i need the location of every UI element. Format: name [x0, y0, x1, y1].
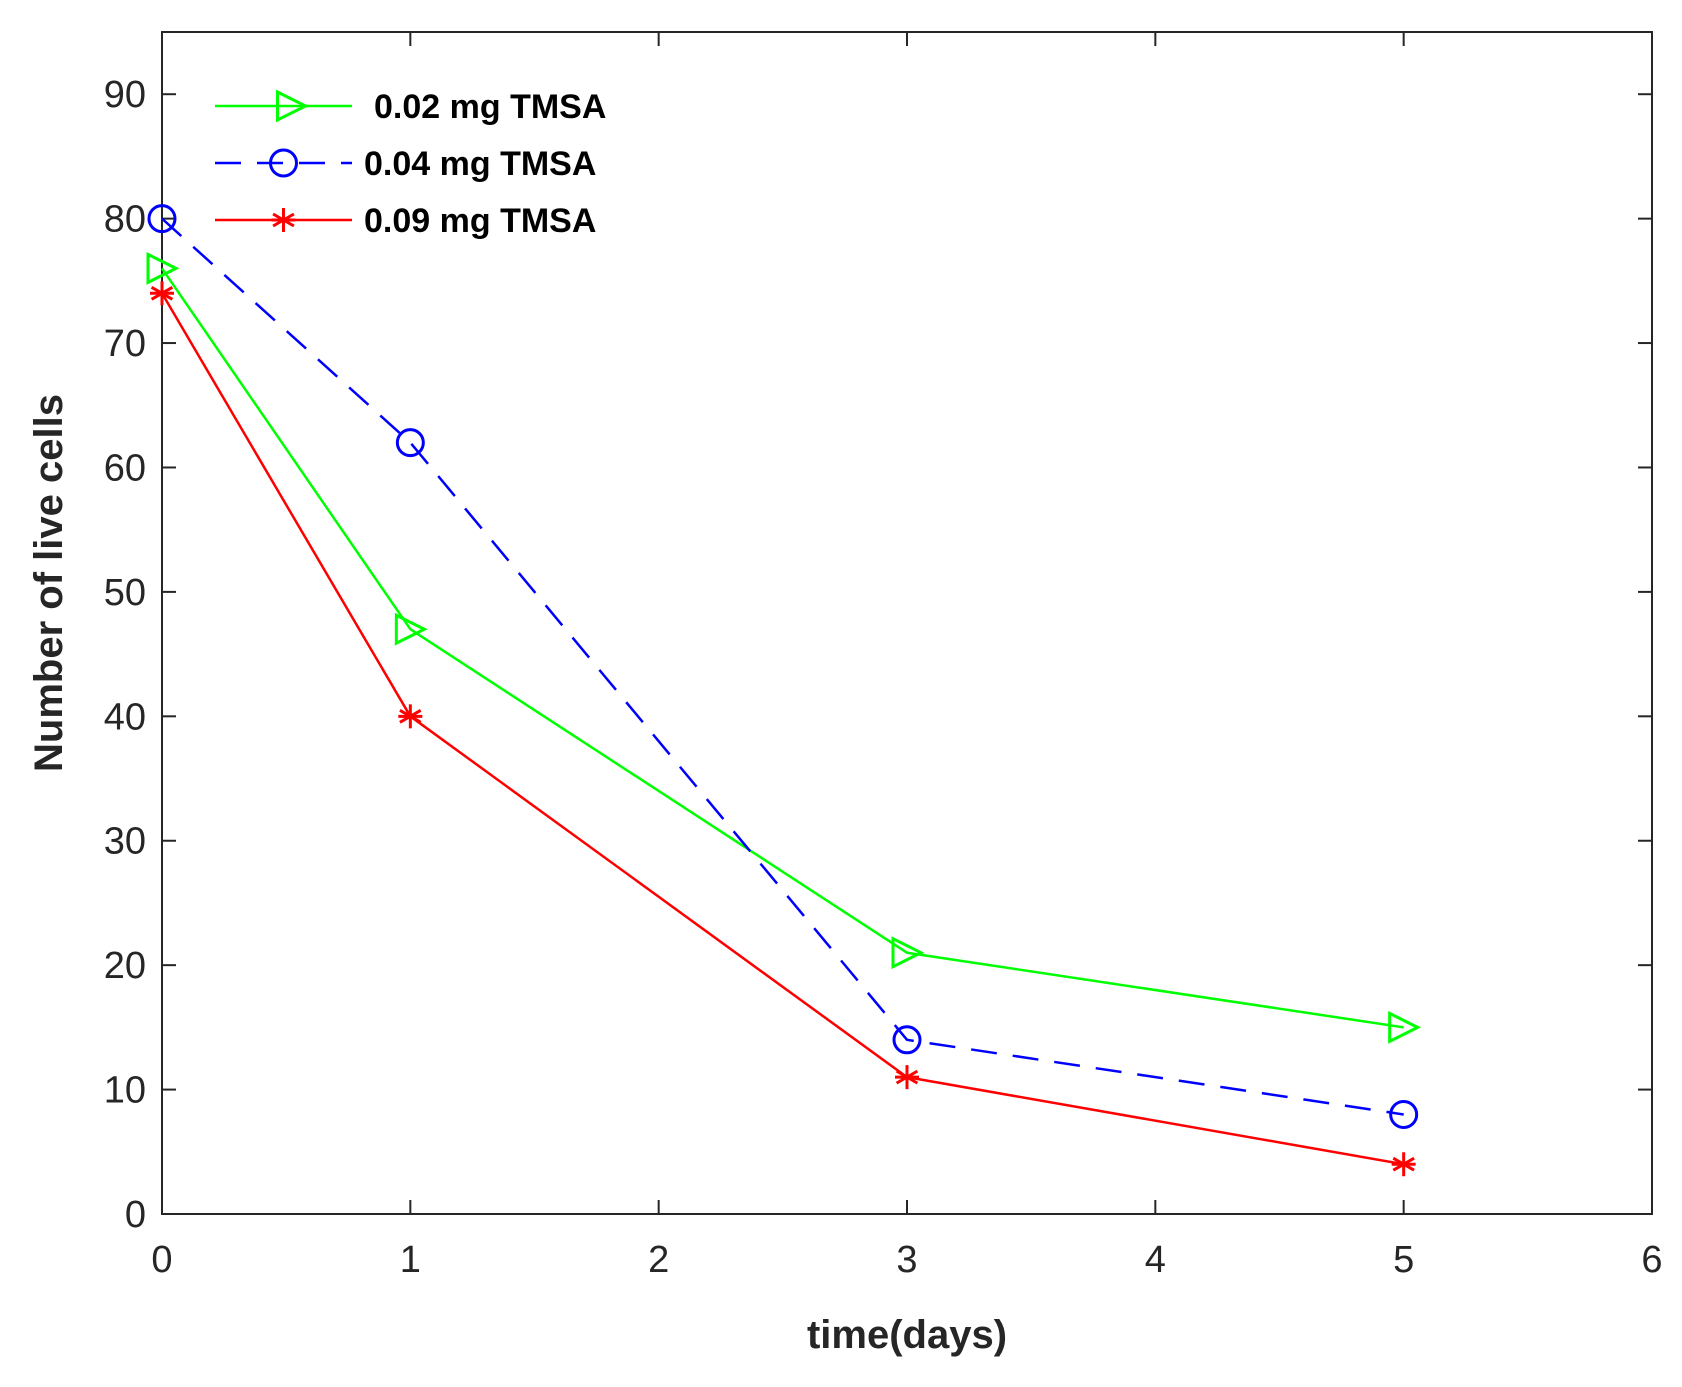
- y-tick-label: 70: [104, 323, 146, 365]
- marker-shape: [395, 428, 425, 458]
- data-point: [146, 251, 180, 285]
- marker-shape: [394, 612, 428, 646]
- x-tick-label: 0: [151, 1239, 172, 1281]
- data-point: [150, 281, 174, 306]
- legend-label: 0.09 mg TMSA: [364, 202, 596, 240]
- marker-shape: [1388, 1010, 1422, 1044]
- y-tick-label: 50: [104, 572, 146, 614]
- y-axis-title: Number of live cells: [27, 394, 71, 772]
- data-point: [398, 704, 423, 729]
- data-point: [147, 204, 177, 234]
- x-tick-label: 2: [648, 1239, 669, 1281]
- x-tick-label: 4: [1145, 1239, 1166, 1281]
- series-line: [160, 267, 1404, 1029]
- x-axis-title: time(days): [807, 1313, 1007, 1357]
- series-3: [150, 281, 1416, 1177]
- legend-label: 0.04 mg TMSA: [364, 145, 596, 183]
- marker-shape: [891, 936, 925, 970]
- marker-shape: [269, 148, 298, 178]
- legend: 0.02 mg TMSA 0.04 mg TMSA 0.09 mg TMSA: [215, 88, 606, 240]
- marker-shape: [147, 204, 177, 234]
- y-tick-label: 20: [104, 945, 146, 987]
- legend-marker: [271, 208, 296, 232]
- series-1: [146, 251, 1422, 1044]
- legend-marker: [269, 148, 298, 178]
- series-line: [160, 292, 1404, 1166]
- series-line: [161, 217, 1404, 1116]
- y-tick-label: 40: [104, 696, 146, 738]
- y-tick-label: 30: [104, 821, 146, 863]
- marker-shape: [1389, 1099, 1419, 1129]
- x-tick-label: 6: [1641, 1239, 1662, 1281]
- legend-label: 0.02 mg TMSA: [374, 88, 606, 126]
- x-axis: 0 1 2 3 4 5 6: [151, 32, 1663, 1281]
- y-tick-label: 10: [104, 1070, 146, 1112]
- x-tick-label: 3: [896, 1239, 917, 1281]
- x-tick-label: 1: [400, 1239, 421, 1281]
- marker-shape: [146, 251, 180, 285]
- data-point: [1388, 1010, 1422, 1044]
- data-point: [891, 936, 925, 970]
- y-tick-label: 60: [104, 447, 146, 489]
- legend-marker: [276, 89, 309, 123]
- legend-entry-2: 0.04 mg TMSA: [215, 145, 596, 183]
- legend-entry-1: 0.02 mg TMSA: [215, 88, 606, 126]
- y-tick-label: 90: [104, 74, 146, 116]
- y-tick-label: 80: [104, 199, 146, 241]
- data-point: [1389, 1099, 1419, 1129]
- data-point: [892, 1025, 922, 1055]
- y-tick-label: 0: [125, 1194, 146, 1236]
- x-tick-label: 5: [1393, 1239, 1414, 1281]
- marker-shape: [276, 89, 309, 123]
- data-point: [1391, 1152, 1416, 1177]
- marker-shape: [892, 1025, 922, 1055]
- y-axis: 0 10 20 30 40 50 60 70 80 90: [104, 74, 1652, 1236]
- series-2: [147, 204, 1419, 1129]
- data-point: [395, 428, 425, 458]
- series-layer: [146, 204, 1422, 1177]
- data-point: [394, 612, 428, 646]
- data-point: [895, 1065, 919, 1090]
- legend-entry-3: 0.09 mg TMSA: [215, 202, 596, 240]
